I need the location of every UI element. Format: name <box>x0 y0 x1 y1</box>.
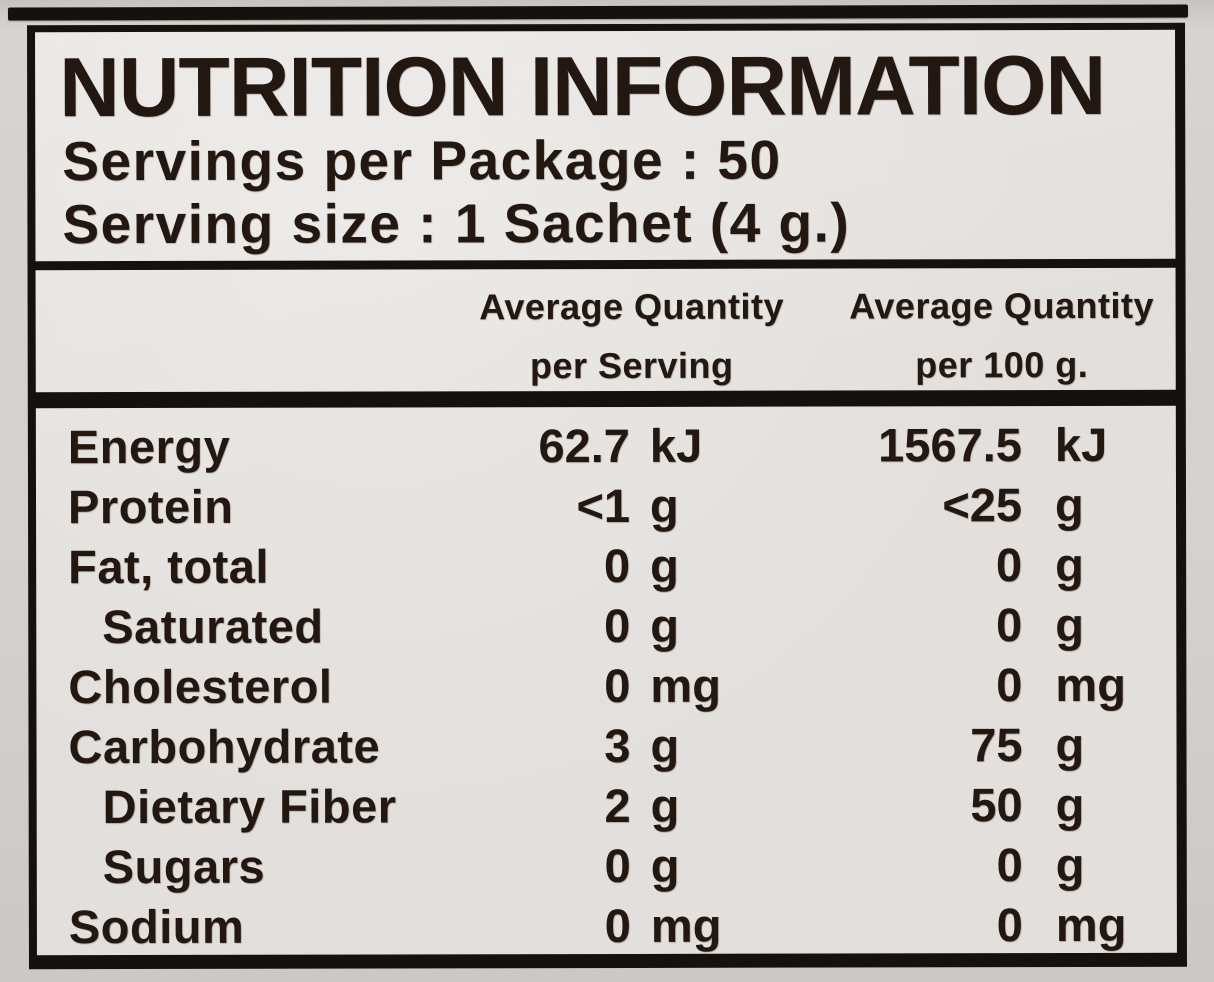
per-serving-unit: g <box>650 718 680 772</box>
per-serving-value: 0 <box>604 598 631 653</box>
per-100g-unit: g <box>1055 598 1085 652</box>
per-100g-value: 0 <box>996 658 1023 712</box>
per-serving-unit: g <box>650 838 680 892</box>
table-row: Dietary Fiber 2 g 50 g <box>37 777 1177 833</box>
per-serving-unit: g <box>650 538 679 592</box>
table-row: Energy 62.7 kJ 1567.5 kJ <box>36 417 1176 474</box>
per-serving-value: 3 <box>604 718 631 773</box>
nutrient-name: Protein <box>67 479 234 534</box>
nutrient-rows: Energy 62.7 kJ 1567.5 kJ Protein <1 g <2… <box>35 30 1177 955</box>
per-serving-unit: g <box>649 478 679 532</box>
per-serving-value: 2 <box>604 778 631 833</box>
nutrient-name: Sodium <box>68 899 245 954</box>
table-row: Saturated 0 g 0 g <box>36 597 1176 654</box>
table-row: Fat, total 0 g 0 g <box>36 537 1176 594</box>
top-printed-rule <box>7 4 1189 21</box>
per-100g-value: 0 <box>996 898 1023 952</box>
per-serving-value: 0 <box>603 538 631 593</box>
nutrient-name: Energy <box>67 419 231 474</box>
nutrient-name: Fat, total <box>68 539 270 594</box>
table-row: Carbohydrate 3 g 75 g <box>36 717 1176 774</box>
table-row: Sodium 0 mg 0 mg <box>37 897 1177 954</box>
per-100g-unit: mg <box>1055 657 1126 712</box>
per-100g-value: 1567.5 <box>878 418 1022 472</box>
per-serving-unit: g <box>650 778 680 832</box>
nutrient-name: Cholesterol <box>68 659 333 714</box>
per-serving-value: 0 <box>604 898 631 953</box>
per-100g-unit: mg <box>1055 897 1127 952</box>
per-100g-value: 0 <box>995 538 1023 592</box>
table-row: Cholesterol 0 mg 0 mg <box>36 657 1176 713</box>
per-serving-value: 0 <box>604 838 631 893</box>
per-100g-value: 50 <box>970 778 1023 832</box>
per-serving-value: 62.7 <box>538 418 630 473</box>
per-100g-unit: g <box>1054 478 1084 532</box>
nutrient-name: Saturated <box>102 599 324 654</box>
per-100g-value: 0 <box>996 598 1023 652</box>
per-100g-unit: g <box>1055 838 1085 892</box>
per-100g-unit: g <box>1055 718 1085 772</box>
per-100g-value: 75 <box>970 718 1023 772</box>
per-100g-unit: kJ <box>1054 417 1108 472</box>
per-serving-unit: mg <box>650 658 721 712</box>
nutrient-name: Carbohydrate <box>68 719 381 774</box>
per-serving-value: <1 <box>576 478 631 533</box>
table-row: Sugars 0 g 0 g <box>37 837 1177 894</box>
nutrition-label-panel: NUTRITION INFORMATION Servings per Packa… <box>27 22 1187 970</box>
table-row: Protein <1 g <25 g <box>36 477 1176 534</box>
nutrient-name: Sugars <box>102 839 266 894</box>
per-serving-value: 0 <box>604 658 631 713</box>
per-100g-unit: g <box>1055 538 1084 592</box>
per-100g-unit: g <box>1055 778 1085 832</box>
per-100g-value: 0 <box>996 838 1023 892</box>
per-serving-unit: g <box>650 598 680 652</box>
per-serving-unit: mg <box>650 898 722 952</box>
per-100g-value: <25 <box>942 478 1023 532</box>
per-serving-unit: kJ <box>649 418 703 472</box>
